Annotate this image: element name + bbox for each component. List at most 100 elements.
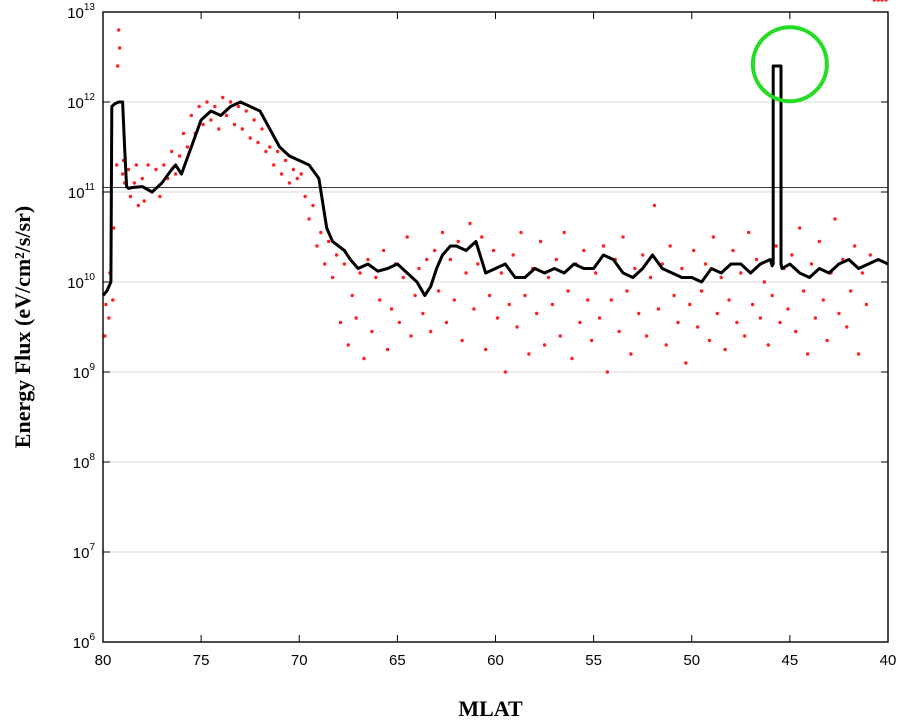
data-point <box>213 104 217 109</box>
data-point <box>876 0 880 2</box>
data-point <box>378 298 382 302</box>
data-point <box>582 248 586 253</box>
data-point <box>546 275 551 280</box>
data-point <box>593 271 598 275</box>
data-point <box>644 334 649 338</box>
data-point <box>381 248 386 253</box>
data-point <box>864 302 869 307</box>
data-point <box>421 311 425 316</box>
data-point <box>272 163 276 167</box>
data-point <box>778 320 782 325</box>
data-point <box>444 320 449 325</box>
data-point <box>786 307 790 311</box>
data-point <box>715 311 719 316</box>
data-point <box>354 316 358 320</box>
data-point <box>279 172 284 176</box>
data-point <box>338 320 343 325</box>
data-point <box>735 320 739 325</box>
data-point <box>201 122 205 127</box>
data-point <box>158 194 162 199</box>
data-point <box>499 271 504 275</box>
data-point <box>232 122 237 127</box>
data-point <box>727 298 731 302</box>
data-point <box>460 338 464 343</box>
data-point <box>228 100 233 104</box>
data-point <box>625 289 629 293</box>
data-point <box>770 293 774 298</box>
data-point <box>140 176 144 181</box>
data-point <box>136 203 141 208</box>
data-point <box>409 334 413 338</box>
data-point <box>117 46 122 50</box>
data-point <box>817 239 822 244</box>
data-point <box>550 302 555 307</box>
data-point <box>680 266 684 271</box>
data-point <box>845 325 849 329</box>
data-point <box>688 302 692 307</box>
data-point <box>527 352 531 356</box>
data-point <box>511 253 515 257</box>
measurement-points <box>103 0 888 374</box>
data-point <box>860 271 865 275</box>
data-point <box>385 347 390 352</box>
data-point <box>132 181 137 185</box>
data-point <box>566 289 570 293</box>
data-point <box>205 100 209 104</box>
data-point <box>417 266 421 271</box>
data-point <box>240 127 245 131</box>
data-point <box>287 181 292 185</box>
data-point <box>633 266 637 271</box>
data-point <box>146 163 150 167</box>
data-point <box>217 127 221 131</box>
data-point <box>491 248 496 253</box>
data-point <box>766 343 770 347</box>
data-point <box>115 163 119 167</box>
data-point <box>723 347 727 352</box>
data-point <box>256 140 260 145</box>
data-point <box>295 176 299 181</box>
smoothed-flux-line <box>101 64 889 297</box>
y-tick-label: 107 <box>73 542 96 562</box>
data-point <box>664 343 668 347</box>
data-point <box>472 307 476 311</box>
data-point <box>189 113 194 118</box>
data-point <box>244 109 248 113</box>
data-point <box>794 329 798 334</box>
data-point <box>535 311 539 316</box>
data-point <box>103 334 107 338</box>
data-point <box>342 262 347 266</box>
data-point <box>586 298 590 302</box>
data-point <box>762 280 767 284</box>
data-point <box>856 352 861 356</box>
data-point <box>503 370 508 374</box>
data-point <box>695 325 700 329</box>
data-point <box>169 149 174 154</box>
data-point <box>224 113 229 118</box>
data-point <box>711 235 716 239</box>
data-point <box>236 104 241 109</box>
data-point <box>405 235 409 239</box>
data-point <box>440 230 445 235</box>
data-point <box>554 257 559 262</box>
data-point <box>181 131 186 136</box>
data-point <box>448 257 453 262</box>
data-point <box>754 257 759 262</box>
data-point <box>692 248 696 253</box>
data-point <box>609 298 613 302</box>
data-point <box>578 320 582 325</box>
y-tick-label: 1010 <box>67 272 95 292</box>
y-tick-label: 1012 <box>67 92 95 112</box>
data-point <box>104 302 108 307</box>
data-point <box>425 257 429 262</box>
data-point <box>366 257 370 262</box>
data-point <box>872 0 876 2</box>
data-point <box>350 293 354 298</box>
data-point <box>833 217 837 221</box>
data-point <box>507 302 511 307</box>
data-point <box>126 167 131 172</box>
x-axis-ticks: 80 75 70 65 60 55 50 45 40 <box>95 12 896 669</box>
data-point <box>538 239 543 244</box>
data-point <box>746 230 751 235</box>
data-point <box>291 167 296 172</box>
